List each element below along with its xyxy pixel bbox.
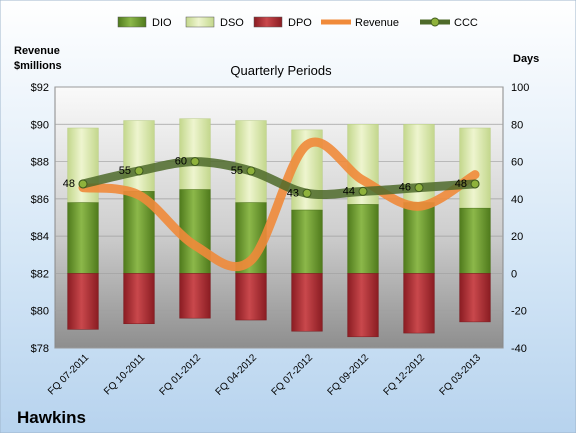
- ccc-data-label: 48: [455, 178, 467, 190]
- legend-label: DSO: [220, 17, 244, 29]
- left-tick-label: $82: [31, 268, 49, 280]
- ccc-data-label: 48: [63, 178, 75, 190]
- legend-swatch: [117, 16, 147, 28]
- left-tick-label: $78: [31, 343, 49, 355]
- ccc-series: 48 55 60 55 43 44 46 48: [63, 156, 480, 200]
- bar-dpo: [291, 273, 323, 332]
- left-tick-label: $84: [31, 231, 49, 243]
- bar-dio: [291, 209, 323, 274]
- legend-label: DPO: [288, 17, 312, 29]
- bar-dso: [179, 118, 211, 190]
- ccc-point: [246, 166, 256, 176]
- left-tick-label: $86: [31, 194, 49, 206]
- right-tick-label: 40: [511, 194, 523, 206]
- legend-label: Revenue: [355, 17, 399, 29]
- ccc-point: [470, 179, 480, 189]
- plot-area: [54, 86, 504, 349]
- ccc-data-label: 46: [399, 182, 411, 194]
- left-axis-label-line2: $millions: [14, 60, 62, 72]
- ccc-data-label: 55: [231, 165, 243, 177]
- right-tick-label: 20: [511, 231, 523, 243]
- bar-dso: [123, 120, 155, 192]
- right-axis-label: Days: [513, 53, 539, 65]
- ccc-point: [302, 188, 312, 198]
- ccc-data-label: 43: [287, 187, 299, 199]
- ccc-data-label: 44: [343, 185, 355, 197]
- left-tick-label: $88: [31, 157, 49, 169]
- bar-dpo: [459, 273, 491, 323]
- ccc-point: [134, 166, 144, 176]
- legend-marker: [430, 17, 440, 27]
- bar-dio: [403, 202, 435, 274]
- legend-label: DIO: [152, 17, 172, 29]
- ccc-point: [190, 157, 200, 167]
- ccc-point: [78, 179, 88, 189]
- bar-dpo: [123, 273, 155, 325]
- bar-dio: [67, 202, 99, 274]
- ccc-point: [414, 183, 424, 193]
- ccc-data-label: 60: [175, 156, 187, 168]
- right-tick-label: -40: [511, 343, 527, 355]
- bar-dpo: [179, 273, 211, 319]
- right-tick-label: 100: [511, 82, 529, 94]
- left-axis-label-line1: Revenue: [14, 45, 60, 57]
- legend-swatch: [185, 16, 215, 28]
- bar-dio: [347, 204, 379, 274]
- bar-dpo: [347, 273, 379, 338]
- right-tick-label: 80: [511, 119, 523, 131]
- bar-dio: [179, 189, 211, 274]
- left-tick-label: $92: [31, 82, 49, 94]
- right-tick-label: -20: [511, 306, 527, 318]
- legend-label: CCC: [454, 17, 478, 29]
- ccc-line: [78, 157, 480, 200]
- ccc-point: [358, 186, 368, 196]
- bar-dpo: [67, 273, 99, 330]
- company-name: Hawkins: [17, 408, 86, 427]
- left-tick-label: $90: [31, 119, 49, 131]
- bar-dio: [459, 207, 491, 274]
- bar-dso: [235, 120, 267, 203]
- right-tick-label: 60: [511, 157, 523, 169]
- left-tick-label: $80: [31, 306, 49, 318]
- right-tick-label: 0: [511, 268, 517, 280]
- bar-dpo: [403, 273, 435, 334]
- legend-swatch: [253, 16, 283, 28]
- legend: DIO DSO DPO Revenue CCC: [117, 16, 478, 29]
- chart-title: Quarterly Periods: [230, 63, 332, 78]
- bar-dpo: [235, 273, 267, 321]
- ccc-data-label: 55: [119, 165, 131, 177]
- bar-dso: [459, 127, 491, 209]
